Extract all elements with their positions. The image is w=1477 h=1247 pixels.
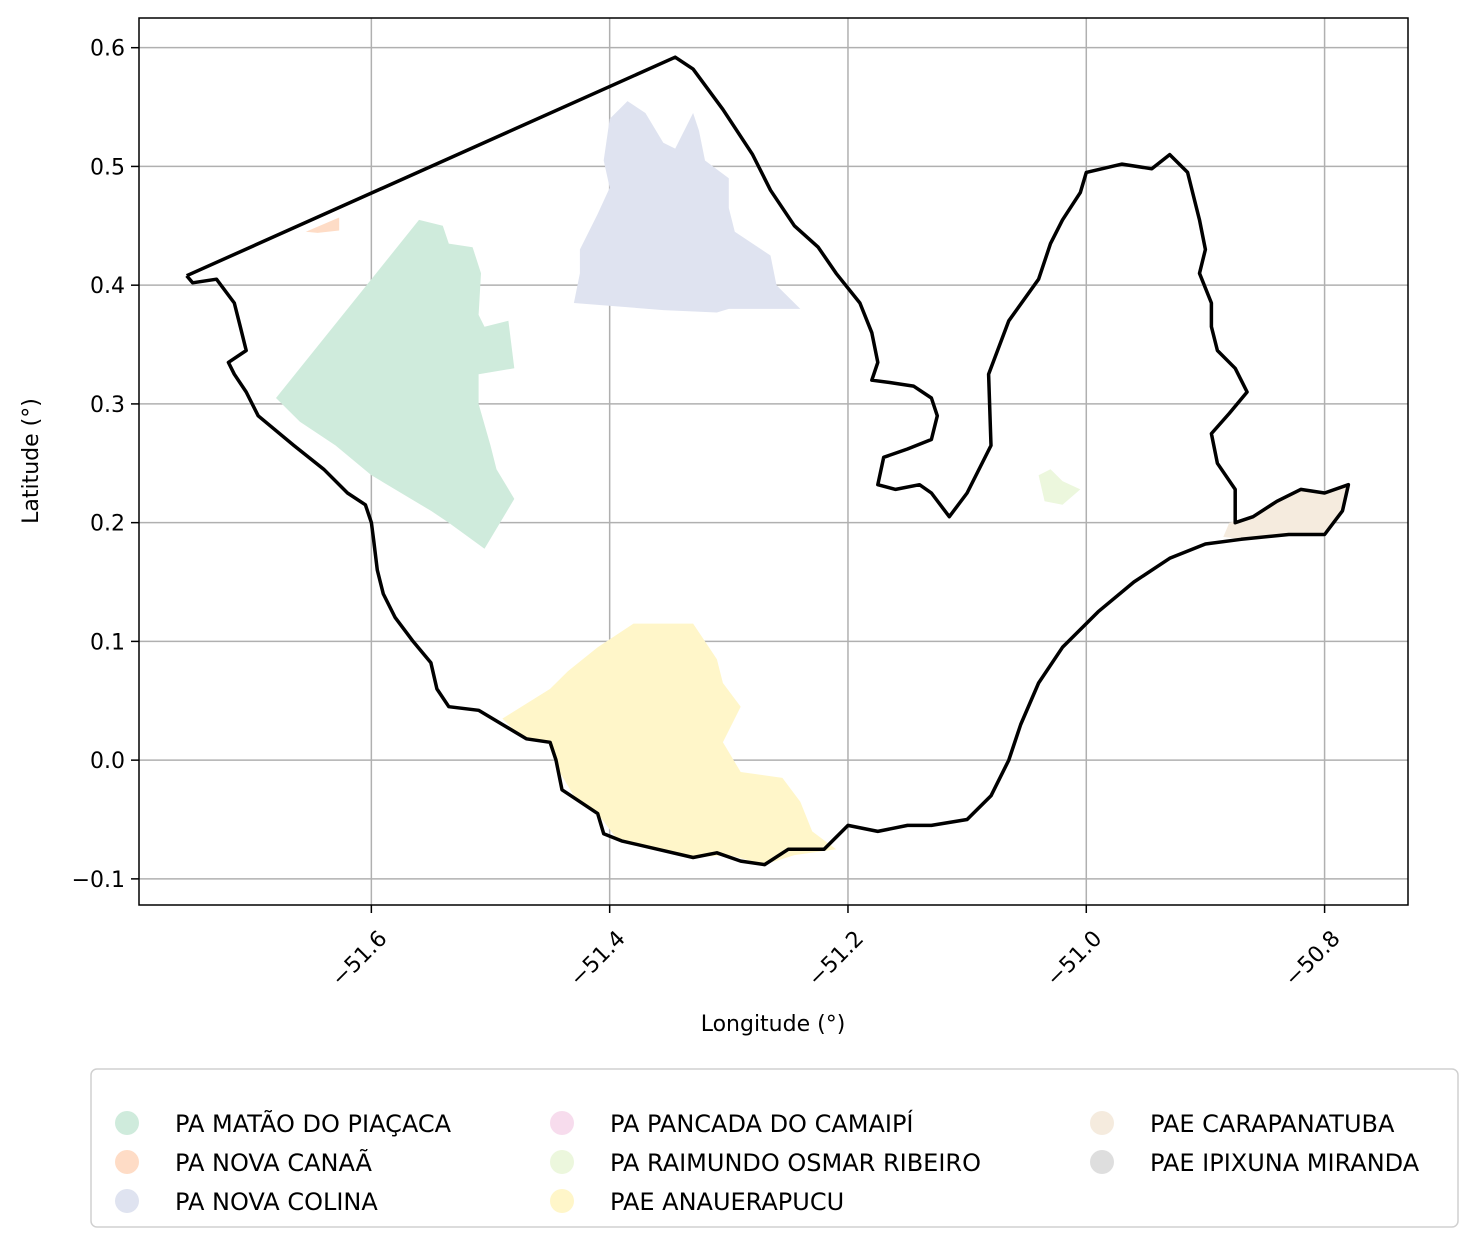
legend-marker (550, 1150, 574, 1174)
y-tick-label: 0.3 (90, 393, 125, 418)
legend-entry: PA MATÃO DO PIAÇACA (175, 1108, 452, 1138)
region-pae-carapanatuba (1223, 484, 1349, 540)
municipality-outline (185, 55, 1351, 867)
y-tick-label: 0.4 (90, 274, 125, 299)
x-axis-label: Longitude (°) (701, 1012, 846, 1037)
y-axis-label: Latitude (°) (19, 398, 44, 524)
region-pa-mat-o-do-pia-aca (276, 219, 515, 549)
legend-entry: PA NOVA CANAÃ (175, 1147, 373, 1177)
y-tick-label: 0.5 (90, 155, 125, 180)
regions (276, 101, 1349, 865)
legend-marker (115, 1111, 139, 1135)
legend: PA MATÃO DO PIAÇACA PA NOVA CANAÃ PA NOVA … (90, 1068, 1459, 1228)
x-tick-label: −51.0 (1042, 926, 1107, 991)
x-tick-label: −51.4 (565, 926, 630, 991)
y-tick-label: 0.2 (90, 512, 125, 537)
legend-marker (115, 1189, 139, 1213)
x-tick-label: −50.8 (1280, 926, 1345, 991)
x-tick-label: −51.6 (327, 926, 392, 991)
y-tick-label: 0.1 (90, 630, 125, 655)
legend-entry: PAE ANAUERAPUCU (610, 1188, 844, 1216)
legend-marker (550, 1189, 574, 1213)
x-axis-ticks: −51.6 −51.4 −51.2 −51.0 −50.8 (327, 905, 1346, 992)
y-tick-label: 0.6 (90, 37, 125, 62)
legend-marker (1090, 1150, 1114, 1174)
region-pa-nova-colina (573, 101, 801, 313)
legend-entry: PA NOVA COLINA (175, 1188, 378, 1216)
legend-marker (115, 1150, 139, 1174)
legend-frame (90, 1068, 1459, 1228)
y-axis-ticks: 0.6 0.5 0.4 0.3 0.2 0.1 0.0 −0.1 (72, 37, 139, 893)
legend-entry: PAE CARAPANATUBA (1150, 1110, 1395, 1138)
legend-entry: PA PANCADA DO CAMAIPÍ (610, 1109, 914, 1138)
legend-marker (1090, 1111, 1114, 1135)
grid (139, 18, 1408, 905)
region-pa-nova-cana- (305, 217, 340, 233)
legend-entry: PAE IPIXUNA MIRANDA (1150, 1149, 1420, 1177)
legend-entry: PA RAIMUNDO OSMAR RIBEIRO (610, 1149, 981, 1177)
x-tick-label: −51.2 (804, 926, 869, 991)
legend-marker (550, 1111, 574, 1135)
y-tick-label: −0.1 (72, 868, 125, 893)
y-tick-label: 0.0 (90, 749, 125, 774)
plot-frame (138, 17, 1409, 906)
boundary (185, 55, 1351, 867)
region-pa-raimundo-osmar-ribeiro (1038, 469, 1081, 505)
